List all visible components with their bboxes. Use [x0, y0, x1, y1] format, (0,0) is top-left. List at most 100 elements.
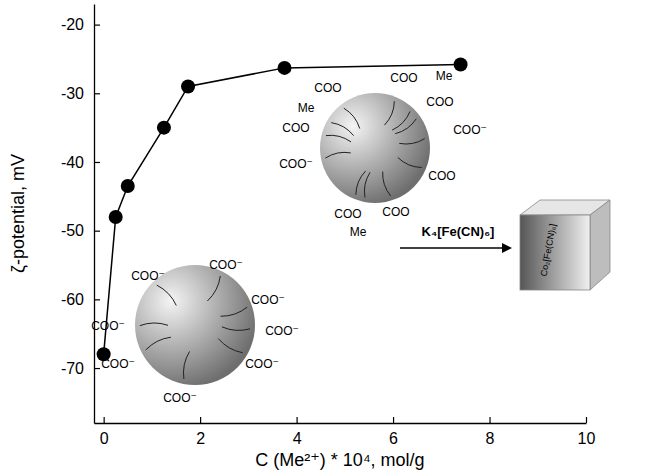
annotation: COO⁻ — [279, 157, 313, 171]
annotation: Me — [298, 101, 315, 115]
product-label: Co₂[Fe(CN)₆] — [539, 223, 558, 277]
y-tick: -60 — [61, 291, 100, 308]
x-tick-label: 0 — [100, 430, 109, 447]
data-point — [109, 210, 123, 224]
x-axis-title: C (Me²⁺) * 10⁴, mol/g — [255, 450, 424, 470]
annotation: COO — [382, 205, 409, 219]
y-tick-mark — [94, 93, 100, 94]
reagent-label: K₄[Fe(CN)₆] — [422, 224, 495, 239]
arrow — [400, 247, 502, 248]
annotations: COO⁻COO⁻COO⁻COO⁻COO⁻COO⁻COO⁻COO⁻COOCOOMe… — [91, 69, 558, 405]
y-tick-label: -60 — [61, 291, 84, 308]
data-point — [181, 79, 195, 93]
x-tick: 10 — [578, 417, 596, 447]
y-tick-label: -20 — [61, 16, 84, 33]
x-tick-label: 4 — [293, 430, 302, 447]
annotation: Me — [350, 225, 367, 239]
ligand — [183, 351, 189, 379]
y-tick-label: -40 — [61, 154, 84, 171]
annotation: COO — [314, 81, 341, 95]
y-tick-label: -50 — [61, 222, 84, 239]
arrow-head — [502, 243, 512, 253]
x-axis: 0 2 4 6 8 10 — [95, 417, 596, 447]
annotation: COO — [390, 71, 417, 85]
ligand — [384, 101, 394, 125]
y-tick: -30 — [61, 85, 100, 102]
annotation: COO — [282, 121, 309, 135]
cube — [520, 200, 610, 290]
x-tick: 6 — [389, 417, 398, 447]
ligand — [392, 111, 410, 130]
ligand — [325, 152, 350, 158]
ligand — [399, 139, 424, 144]
plot-area — [97, 57, 468, 361]
annotation: COO⁻ — [265, 324, 299, 338]
ligand — [222, 327, 250, 331]
data-point — [97, 347, 111, 361]
ligand — [331, 123, 353, 136]
y-axis-line — [94, 5, 95, 424]
data-point — [278, 61, 292, 75]
annotation: COO⁻ — [251, 293, 285, 307]
ligand — [398, 158, 422, 168]
x-axis-line — [95, 423, 587, 424]
series-line — [104, 64, 461, 354]
y-tick-mark — [94, 25, 100, 26]
y-tick-label: -70 — [61, 360, 84, 377]
data-point — [157, 121, 171, 135]
ligand — [140, 323, 168, 326]
y-tick-mark — [94, 162, 100, 163]
ligand — [207, 276, 220, 301]
particle — [320, 93, 430, 203]
x-tick-mark — [393, 417, 394, 423]
annotation: COO — [334, 207, 361, 221]
x-tick-label: 2 — [196, 430, 205, 447]
y-axis-title: ζ-potential, mV — [8, 154, 28, 273]
ligand — [364, 172, 370, 197]
x-tick-mark — [104, 417, 105, 423]
annotation: COO⁻ — [245, 357, 279, 371]
annotation: Me — [436, 69, 453, 83]
x-tick-label: 10 — [578, 430, 596, 447]
annotation: COO⁻ — [131, 269, 165, 283]
x-tick-label: 6 — [389, 430, 398, 447]
x-tick: 4 — [293, 417, 302, 447]
data-point — [121, 179, 135, 193]
y-tick-mark — [94, 368, 100, 369]
y-tick: -20 — [61, 16, 100, 33]
cube-side — [590, 200, 610, 290]
chart: 0 2 4 6 8 10 -70 -60 -50 -40 -30 -20 C (Me²⁺) * 10⁴,… — [0, 0, 649, 476]
x-tick-mark — [296, 417, 297, 423]
ligand — [146, 337, 171, 350]
x-tick-mark — [200, 417, 201, 423]
x-tick-mark — [586, 417, 587, 423]
ligand — [326, 135, 351, 142]
y-tick: -50 — [61, 222, 100, 239]
annotation: COO⁻ — [163, 391, 197, 405]
annotation: COO — [426, 95, 453, 109]
x-tick-mark — [489, 417, 490, 423]
x-tick: 0 — [100, 417, 109, 447]
x-tick-label: 8 — [486, 430, 495, 447]
ligand — [395, 119, 416, 134]
ligand — [383, 172, 391, 197]
x-tick: 8 — [486, 417, 495, 447]
y-tick-mark — [94, 299, 100, 300]
y-tick: -40 — [61, 154, 100, 171]
x-tick: 2 — [196, 417, 205, 447]
y-tick-label: -30 — [61, 85, 84, 102]
cube-front — [520, 215, 590, 290]
y-axis: -70 -60 -50 -40 -30 -20 — [61, 5, 100, 424]
ligand — [157, 285, 177, 305]
ligand — [344, 108, 360, 128]
ligand — [218, 339, 242, 353]
annotation: COO — [428, 169, 455, 183]
illustration — [135, 93, 610, 385]
annotation: COO⁻ — [91, 319, 125, 333]
annotation: COO⁻ — [453, 123, 487, 137]
annotation: COO⁻ — [209, 258, 243, 272]
ligand — [221, 307, 248, 316]
data-point — [454, 57, 468, 71]
y-tick-mark — [94, 231, 100, 232]
y-tick: -70 — [61, 360, 100, 377]
